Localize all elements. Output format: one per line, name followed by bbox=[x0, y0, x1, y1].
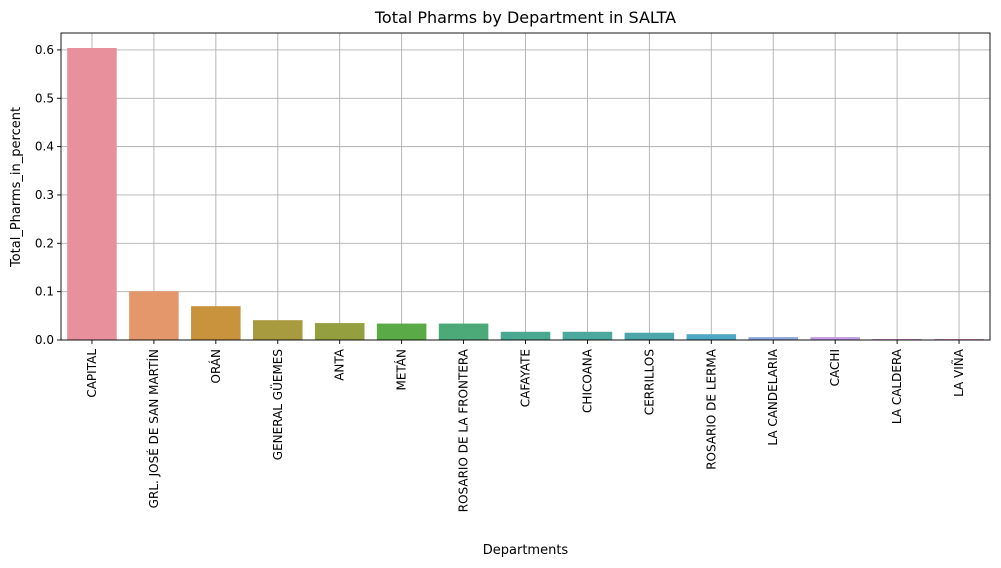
bar bbox=[686, 334, 737, 340]
x-tick-label: LA CANDELARIA bbox=[766, 348, 780, 445]
bar bbox=[191, 306, 241, 340]
y-axis-ticks: 0.0 0.1 0.2 0.3 0.4 0.5 0.6 bbox=[35, 43, 61, 347]
bars bbox=[67, 47, 984, 341]
x-tick-label: LA CALDERA bbox=[890, 348, 904, 424]
x-tick-label: CAPITAL bbox=[85, 349, 99, 398]
bar bbox=[67, 47, 117, 341]
bar bbox=[872, 339, 922, 340]
bar bbox=[314, 323, 365, 340]
x-tick-label: ROSARIO DE LERMA bbox=[704, 348, 718, 470]
x-tick-label: GRL. JOSÉ DE SAN MARTÍN bbox=[146, 349, 161, 508]
y-tick-label: 0.4 bbox=[35, 140, 54, 154]
x-tick-label: CHICOANA bbox=[580, 348, 594, 413]
bar bbox=[810, 337, 860, 340]
y-tick-label: 0.2 bbox=[35, 236, 54, 250]
bar bbox=[934, 339, 984, 340]
bar bbox=[562, 331, 613, 340]
x-tick-label: CACHI bbox=[828, 349, 842, 386]
x-tick-label: LA VIÑA bbox=[951, 348, 966, 397]
y-tick-label: 0.6 bbox=[35, 43, 54, 57]
bar bbox=[748, 337, 799, 340]
y-tick-label: 0.3 bbox=[35, 188, 54, 202]
y-tick-label: 0.5 bbox=[35, 91, 54, 105]
x-tick-label: ORÁN bbox=[208, 349, 223, 383]
bar bbox=[129, 291, 179, 340]
y-tick-label: 0.0 bbox=[35, 333, 54, 347]
chart-title: Total Pharms by Department in SALTA bbox=[374, 8, 676, 27]
grid-lines bbox=[61, 33, 990, 341]
bar bbox=[252, 320, 303, 340]
x-axis-ticks: CAPITAL GRL. JOSÉ DE SAN MARTÍN ORÁN GENERA… bbox=[85, 340, 966, 512]
x-axis-title: Departments bbox=[483, 543, 569, 558]
y-tick-label: 0.1 bbox=[35, 285, 54, 299]
bar bbox=[438, 323, 489, 340]
x-tick-label: CAFAYATE bbox=[519, 349, 533, 407]
x-tick-label: GENERAL GÜEMES bbox=[269, 349, 285, 460]
x-tick-label: ANTA bbox=[333, 348, 347, 381]
bar bbox=[500, 331, 551, 340]
x-tick-label: CERRILLOS bbox=[642, 349, 656, 415]
x-tick-label: METÁN bbox=[394, 349, 409, 391]
bar bbox=[624, 332, 675, 340]
bar bbox=[376, 323, 427, 340]
x-tick-label: ROSARIO DE LA FRONTERA bbox=[457, 348, 471, 512]
y-axis-title: Total_Pharms_in_percent bbox=[9, 107, 24, 268]
